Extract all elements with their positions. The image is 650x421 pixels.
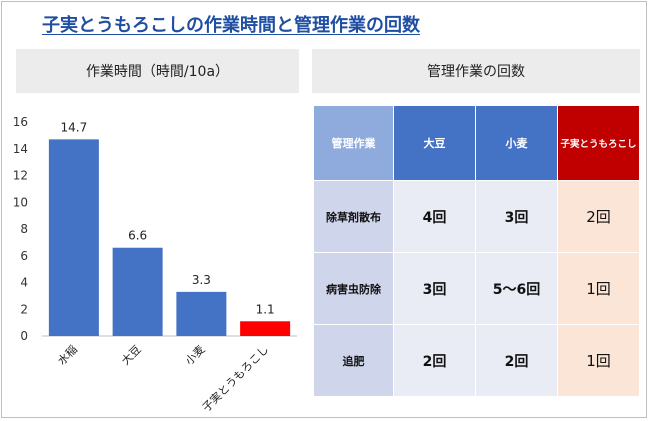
column-header-soybean: 大豆 — [393, 105, 476, 181]
column-header-task: 管理作業 — [313, 105, 394, 181]
data-label: 6.6 — [128, 229, 147, 243]
management-table: 管理作業 大豆 小麦 子実とうもろこし 除草剤散布 4回 3回 2回 病害虫防除… — [313, 105, 640, 397]
y-tick-label: 12 — [13, 169, 28, 183]
table-cell: 1回 — [557, 324, 640, 397]
table-header-row: 管理作業 大豆 小麦 子実とうもろこし — [313, 105, 640, 181]
row-label: 病害虫防除 — [313, 252, 394, 325]
page-title: 子実とうもろこしの作業時間と管理作業の回数 — [42, 15, 420, 36]
table-cell: 3回 — [475, 180, 558, 253]
x-tick-label: 水稲 — [55, 343, 80, 368]
data-label: 14.7 — [61, 120, 88, 134]
chart-header: 作業時間（時間/10a） — [16, 49, 299, 93]
table-cell: 1回 — [557, 252, 640, 325]
table-cell: 5～6回 — [475, 252, 558, 325]
x-tick-label: 小麦 — [183, 343, 208, 368]
bar-2 — [176, 291, 227, 336]
bar-3 — [240, 321, 291, 336]
y-tick-label: 16 — [13, 115, 28, 129]
column-header-wheat: 小麦 — [475, 105, 558, 181]
table-row: 病害虫防除 3回 5～6回 1回 — [313, 252, 640, 325]
row-label: 追肥 — [313, 324, 394, 397]
bar-1 — [112, 247, 163, 336]
y-tick-label: 10 — [13, 195, 28, 209]
column-header-corn: 子実とうもろこし — [557, 105, 640, 181]
y-tick-label: 4 — [20, 276, 28, 290]
table-cell: 2回 — [393, 324, 476, 397]
table-cell: 3回 — [393, 252, 476, 325]
table-row: 追肥 2回 2回 1回 — [313, 324, 640, 397]
table-cell: 4回 — [393, 180, 476, 253]
table-header: 管理作業の回数 — [312, 49, 640, 93]
y-tick-label: 8 — [20, 222, 28, 236]
y-tick-label: 14 — [13, 142, 28, 156]
y-tick-label: 0 — [20, 329, 28, 343]
table-cell: 2回 — [475, 324, 558, 397]
row-label: 除草剤散布 — [313, 180, 394, 253]
table-row: 除草剤散布 4回 3回 2回 — [313, 180, 640, 253]
data-label: 3.3 — [192, 273, 211, 287]
y-tick-label: 6 — [20, 249, 28, 263]
data-label: 1.1 — [256, 302, 275, 316]
bar-0 — [48, 139, 99, 336]
bar-chart: 0 2 4 6 8 10 12 14 16 14.7 水稲 6.6 大豆 3.3 小麦 1.1 子実とうもろこし — [13, 115, 297, 414]
table-cell: 2回 — [557, 180, 640, 253]
x-tick-label: 子実とうもろこし — [199, 342, 271, 414]
y-tick-label: 2 — [20, 302, 28, 316]
x-tick-label: 大豆 — [118, 342, 143, 367]
